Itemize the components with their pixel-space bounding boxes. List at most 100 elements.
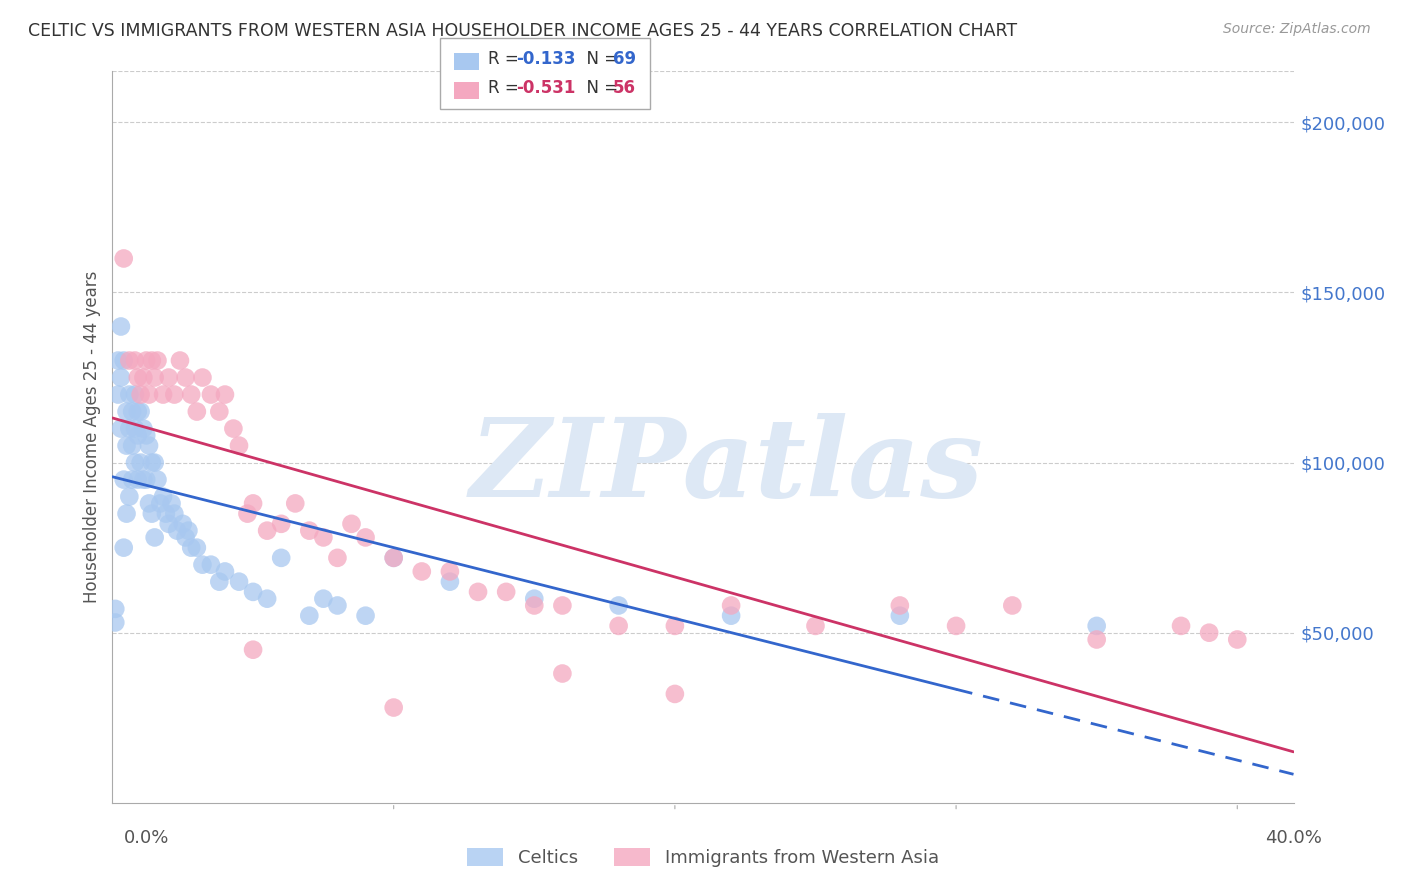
Point <box>1170 619 1192 633</box>
Point <box>152 490 174 504</box>
Text: -0.531: -0.531 <box>516 79 575 97</box>
Point <box>1198 625 1220 640</box>
Point <box>112 541 135 555</box>
Point <box>270 550 292 565</box>
Point <box>242 642 264 657</box>
Point <box>118 490 141 504</box>
Point <box>177 524 200 538</box>
Point <box>523 599 546 613</box>
Text: 40.0%: 40.0% <box>1265 829 1322 847</box>
Point <box>228 574 250 589</box>
Point <box>143 370 166 384</box>
Point <box>132 370 155 384</box>
Point <box>157 370 180 384</box>
Point <box>146 473 169 487</box>
Point <box>132 421 155 435</box>
Point <box>143 531 166 545</box>
Point <box>127 473 149 487</box>
Point <box>110 421 132 435</box>
Point <box>720 608 742 623</box>
Point <box>104 602 127 616</box>
Point <box>135 473 157 487</box>
Point <box>115 507 138 521</box>
Point <box>382 550 405 565</box>
Point <box>146 353 169 368</box>
Point <box>1085 632 1108 647</box>
Point <box>242 585 264 599</box>
Point <box>127 404 149 418</box>
Point <box>664 619 686 633</box>
Point <box>354 608 377 623</box>
Point <box>312 531 335 545</box>
Point <box>124 353 146 368</box>
Point <box>121 404 143 418</box>
Y-axis label: Householder Income Ages 25 - 44 years: Householder Income Ages 25 - 44 years <box>83 271 101 603</box>
Point <box>236 507 259 521</box>
Point <box>118 421 141 435</box>
Point <box>138 387 160 401</box>
Point <box>112 473 135 487</box>
Point <box>129 387 152 401</box>
Point <box>208 574 231 589</box>
Point <box>1226 632 1249 647</box>
Point <box>551 599 574 613</box>
Point <box>439 574 461 589</box>
Point <box>174 531 197 545</box>
Point <box>141 507 163 521</box>
Point <box>284 496 307 510</box>
Point <box>186 541 208 555</box>
Text: CELTIC VS IMMIGRANTS FROM WESTERN ASIA HOUSEHOLDER INCOME AGES 25 - 44 YEARS COR: CELTIC VS IMMIGRANTS FROM WESTERN ASIA H… <box>28 22 1018 40</box>
Point <box>141 353 163 368</box>
Point <box>115 404 138 418</box>
Point <box>495 585 517 599</box>
Point <box>270 516 292 531</box>
Point <box>152 387 174 401</box>
Point <box>607 599 630 613</box>
Point <box>208 404 231 418</box>
Point <box>149 496 172 510</box>
Point <box>326 550 349 565</box>
Point <box>191 370 214 384</box>
Point <box>200 558 222 572</box>
Point <box>110 370 132 384</box>
Point <box>124 387 146 401</box>
Point <box>104 615 127 630</box>
Legend: Celtics, Immigrants from Western Asia: Celtics, Immigrants from Western Asia <box>460 840 946 874</box>
Text: Source: ZipAtlas.com: Source: ZipAtlas.com <box>1223 22 1371 37</box>
Point <box>163 387 186 401</box>
Point <box>411 565 433 579</box>
Point <box>135 428 157 442</box>
Point <box>200 387 222 401</box>
Point <box>112 353 135 368</box>
Point <box>180 387 202 401</box>
Point <box>1001 599 1024 613</box>
Point <box>242 496 264 510</box>
Point <box>124 456 146 470</box>
Point <box>112 252 135 266</box>
Point <box>121 439 143 453</box>
Point <box>340 516 363 531</box>
Point <box>115 439 138 453</box>
Point <box>157 516 180 531</box>
Point <box>118 387 141 401</box>
Point <box>118 353 141 368</box>
Text: ZIPatlas: ZIPatlas <box>470 413 984 520</box>
Text: 0.0%: 0.0% <box>124 829 169 847</box>
Point <box>121 473 143 487</box>
Point <box>135 353 157 368</box>
Text: R =: R = <box>488 79 524 97</box>
Point <box>138 496 160 510</box>
Point <box>174 370 197 384</box>
Text: -0.133: -0.133 <box>516 50 575 68</box>
Point <box>889 599 911 613</box>
Point <box>551 666 574 681</box>
Point <box>523 591 546 606</box>
Point <box>110 319 132 334</box>
Point <box>804 619 827 633</box>
Text: 56: 56 <box>613 79 636 97</box>
Text: N =: N = <box>576 50 624 68</box>
Point <box>256 524 278 538</box>
Point <box>382 550 405 565</box>
Point <box>467 585 489 599</box>
Point <box>191 558 214 572</box>
